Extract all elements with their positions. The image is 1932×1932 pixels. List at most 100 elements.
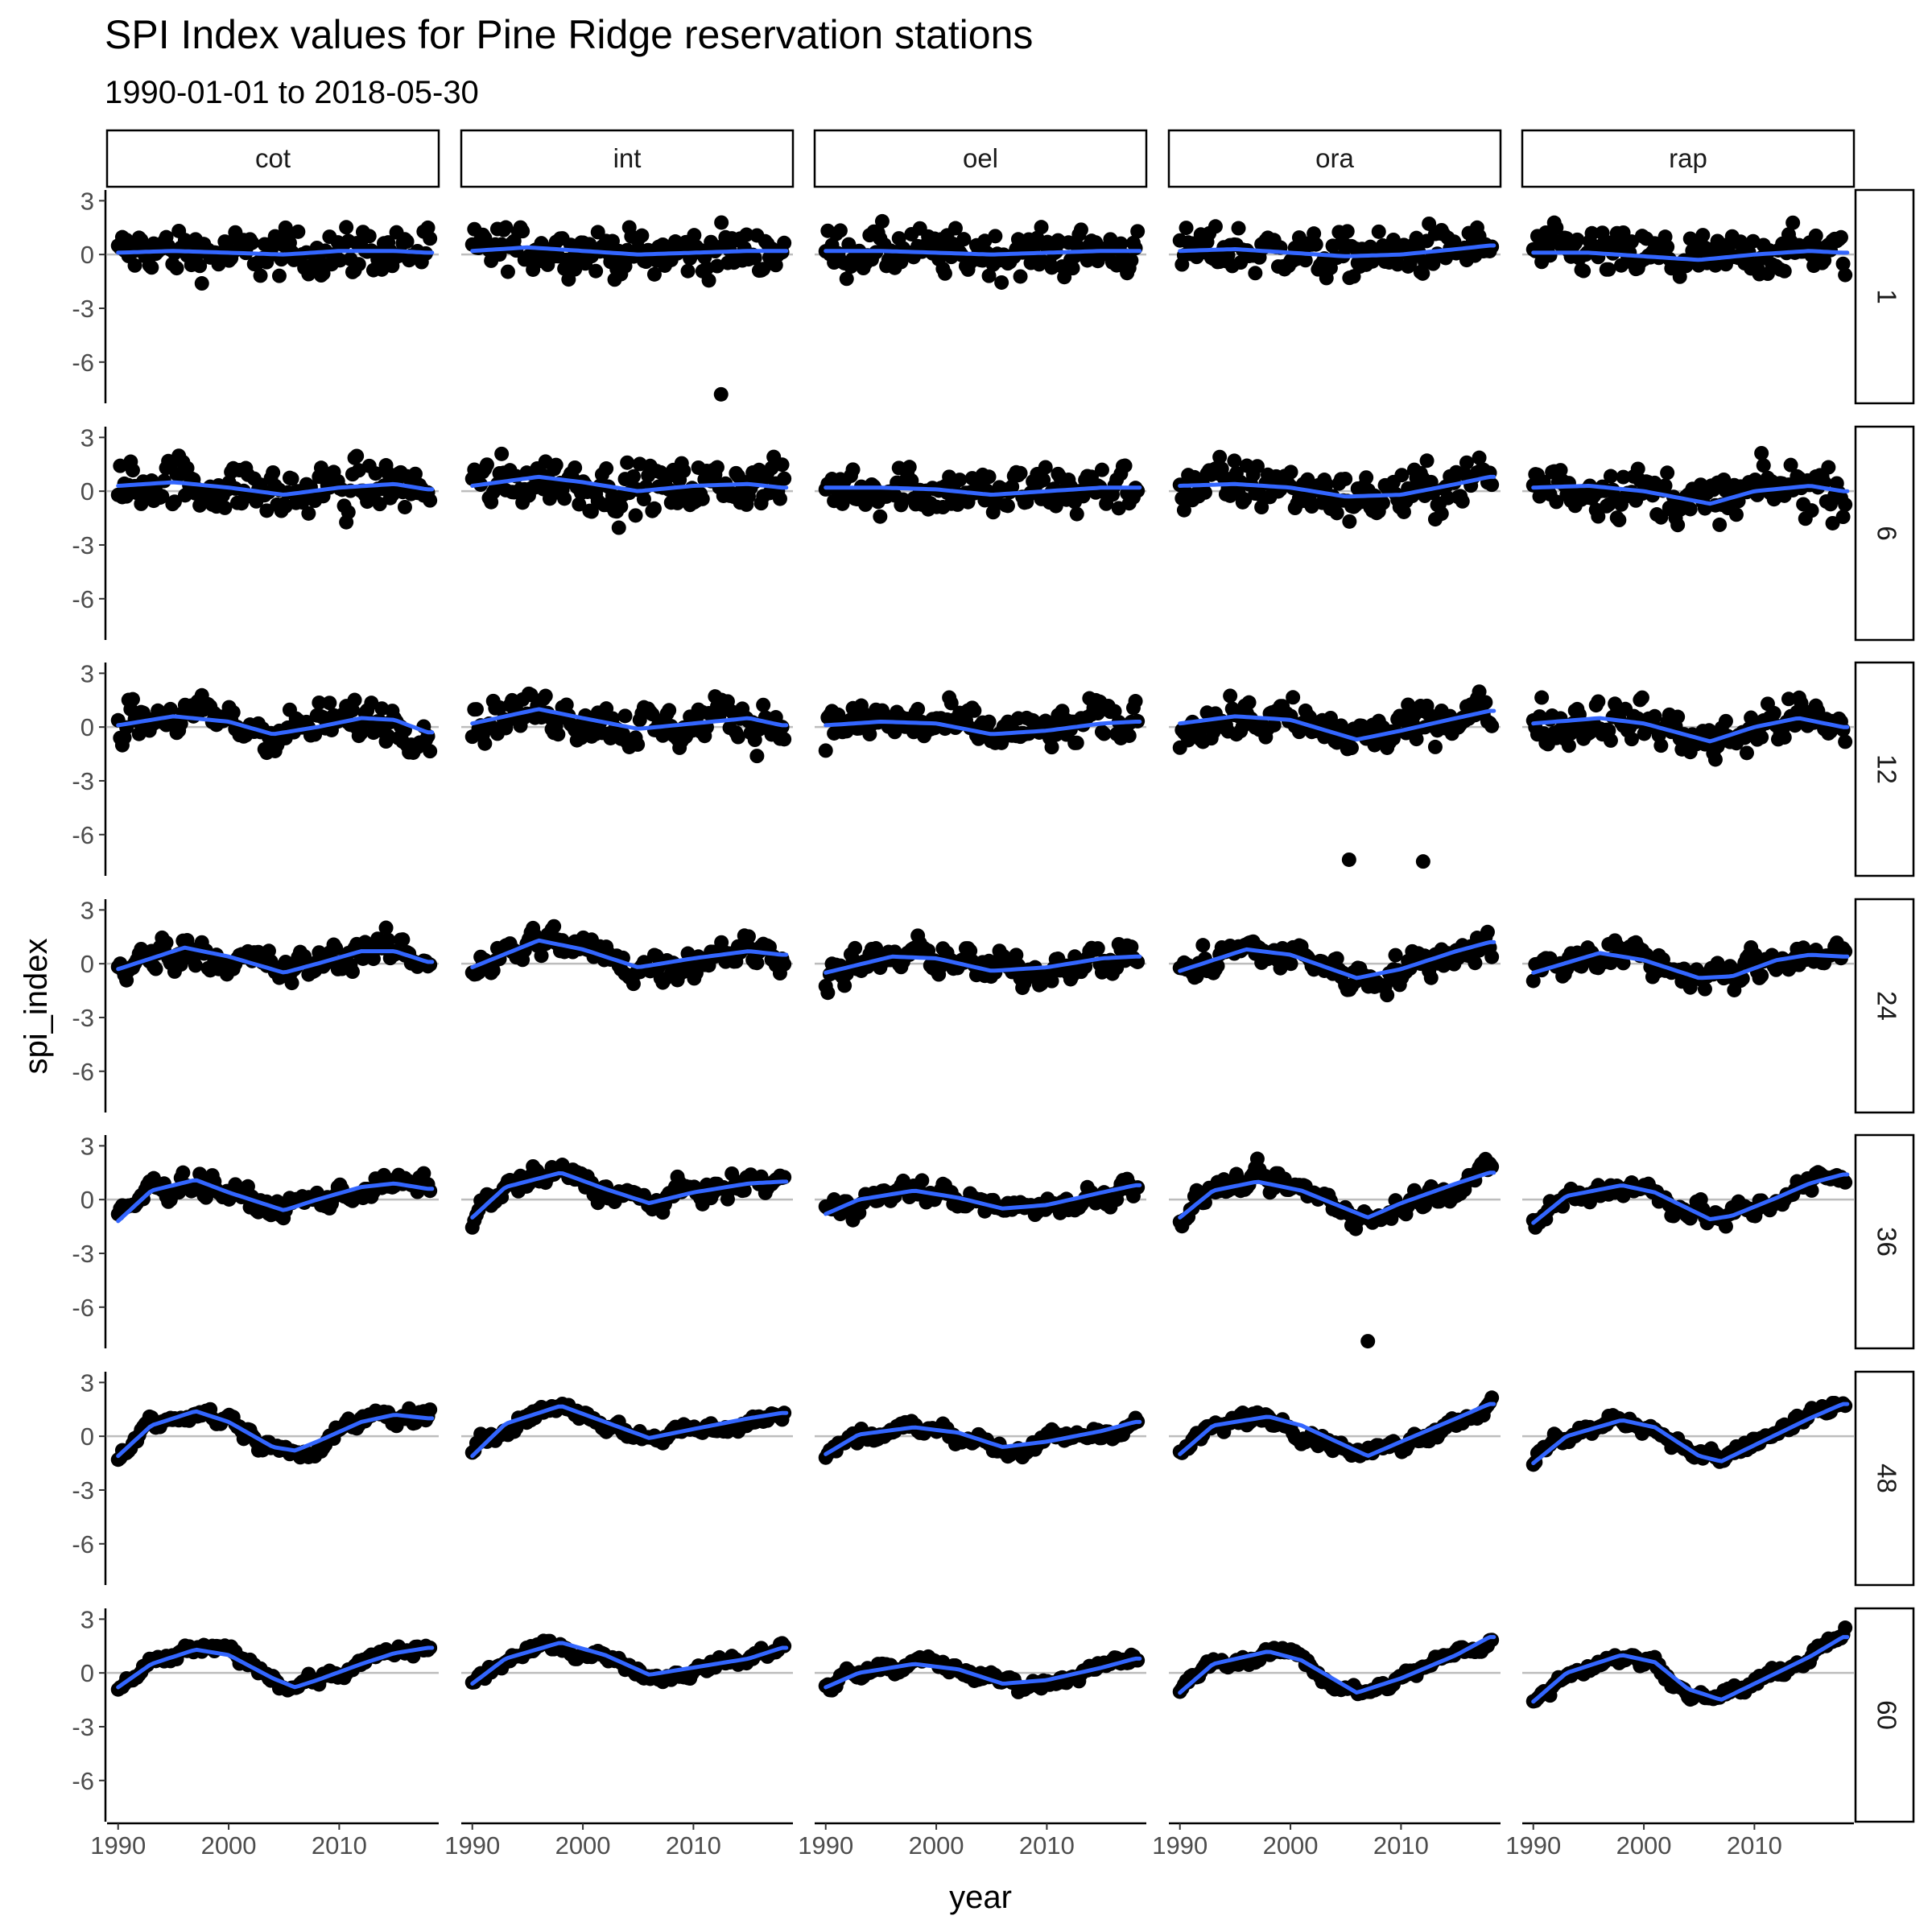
data-point <box>1653 510 1669 525</box>
data-point <box>1013 465 1028 481</box>
data-point <box>313 460 328 476</box>
data-point <box>312 695 327 710</box>
x-tick-label: 1990 <box>1505 1831 1561 1860</box>
data-point <box>1342 514 1357 529</box>
data-point <box>144 260 159 275</box>
data-point <box>636 492 651 507</box>
data-point <box>1176 502 1191 518</box>
data-point <box>1777 729 1792 745</box>
data-point <box>1113 236 1129 251</box>
data-point <box>1069 506 1084 522</box>
data-point <box>155 489 170 504</box>
row-strip <box>1854 898 1915 1114</box>
data-point <box>1777 263 1792 279</box>
row-strip <box>1854 661 1915 877</box>
data-point <box>1672 269 1687 284</box>
data-point <box>225 704 241 720</box>
data-point <box>148 961 163 976</box>
y-tick-label: -3 <box>72 295 94 323</box>
y-axis-title: spi_index <box>19 938 54 1074</box>
y-tick-label: -6 <box>72 821 94 849</box>
data-point <box>568 460 583 475</box>
data-point <box>1468 956 1483 971</box>
row-strip <box>1854 1607 1915 1823</box>
data-point <box>169 261 184 276</box>
x-tick-label: 1990 <box>1152 1831 1208 1860</box>
data-point <box>1034 220 1049 235</box>
x-tick-label: 2000 <box>555 1831 611 1860</box>
data-point <box>1423 970 1439 985</box>
data-point <box>1624 732 1639 747</box>
data-point <box>1739 745 1754 761</box>
x-tick-label: 2000 <box>201 1831 257 1860</box>
y-tick-label: 0 <box>80 950 94 978</box>
data-point <box>1603 733 1618 748</box>
data-point <box>423 493 438 508</box>
data-point <box>646 501 662 516</box>
data-point <box>1838 1174 1853 1190</box>
smooth-trend-line <box>824 485 1142 497</box>
x-tick-label: 2000 <box>1616 1831 1672 1860</box>
data-point <box>194 276 209 291</box>
data-point <box>1241 695 1257 710</box>
data-point <box>347 692 362 708</box>
column-strip-label: oel <box>963 143 998 173</box>
data-point <box>1227 453 1242 469</box>
x-tick-label: 1990 <box>798 1831 853 1860</box>
data-point <box>845 462 861 477</box>
data-point <box>1653 738 1669 753</box>
data-point <box>1484 949 1500 964</box>
data-point <box>1766 705 1781 720</box>
data-point <box>1472 450 1487 465</box>
data-point <box>1013 269 1028 284</box>
data-point <box>1825 515 1840 530</box>
data-point <box>1249 459 1265 474</box>
data-point <box>1223 688 1238 704</box>
data-point <box>1197 485 1212 500</box>
data-point <box>1838 267 1853 283</box>
data-point <box>361 229 377 244</box>
data-point <box>695 491 710 506</box>
data-point <box>1415 266 1430 281</box>
data-point <box>1549 494 1564 510</box>
y-tick-label: -6 <box>72 349 94 377</box>
data-point <box>1804 503 1819 518</box>
data-point <box>914 1173 930 1188</box>
data-point <box>1478 695 1493 710</box>
data-point <box>599 461 614 477</box>
y-tick-label: 3 <box>80 1368 94 1397</box>
data-point <box>477 736 493 751</box>
row-strip-label: 6 <box>1872 526 1901 540</box>
data-point <box>271 268 287 283</box>
smooth-trend-line <box>1531 484 1850 506</box>
data-point <box>1835 510 1851 525</box>
column-strip <box>1167 129 1502 188</box>
data-point <box>167 494 182 510</box>
data-point <box>479 457 494 473</box>
data-point <box>1179 221 1194 236</box>
data-point <box>1707 752 1723 767</box>
y-tick-label: -3 <box>72 1240 94 1268</box>
data-point <box>701 273 716 288</box>
smooth-trend-line <box>1531 249 1850 262</box>
data-point <box>245 235 260 250</box>
data-point <box>1248 266 1263 281</box>
data-point <box>1212 449 1228 464</box>
data-point <box>1838 734 1853 749</box>
data-point <box>820 985 836 1001</box>
row-strip-label: 1 <box>1872 289 1901 303</box>
data-point <box>1660 465 1675 481</box>
data-point <box>1394 468 1410 483</box>
data-point <box>1576 263 1591 279</box>
data-point <box>1670 518 1686 533</box>
data-point <box>1616 469 1631 485</box>
data-point <box>572 497 587 512</box>
data-point <box>1423 474 1439 489</box>
smooth-trend-line <box>116 714 435 737</box>
data-point <box>947 221 963 236</box>
x-tick-label: 2000 <box>1263 1831 1319 1860</box>
data-point <box>159 935 174 950</box>
x-axis-title: year <box>949 1880 1012 1915</box>
data-point <box>709 460 724 475</box>
chart-title: SPI Index values for Pine Ridge reservat… <box>105 12 1033 57</box>
